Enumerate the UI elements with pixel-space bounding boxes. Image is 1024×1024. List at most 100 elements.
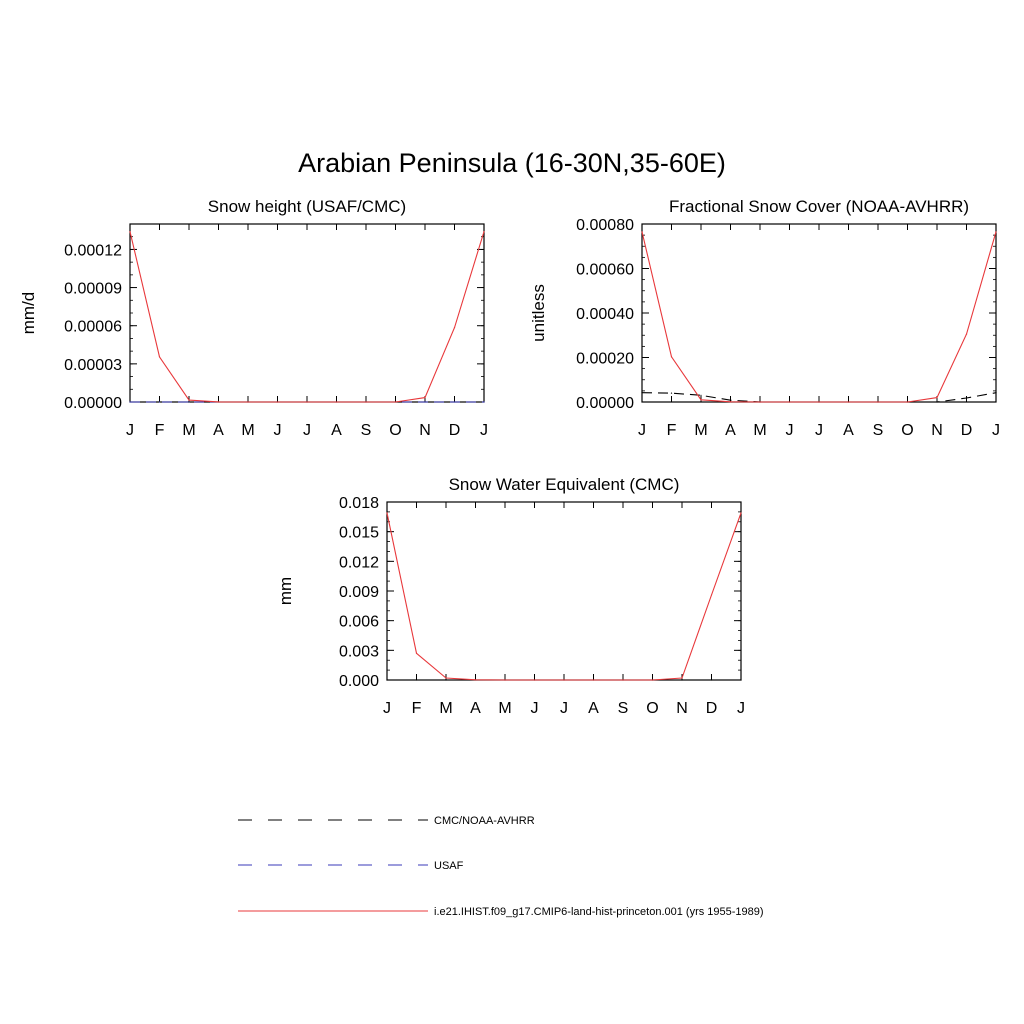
y-axis-label: mm/d	[19, 292, 38, 335]
x-tick-label: J	[480, 422, 488, 439]
data-point	[788, 401, 791, 403]
series-line-2	[129, 231, 485, 403]
x-tick-label: D	[961, 422, 973, 439]
y-tick-label: 0.00040	[576, 306, 634, 323]
x-tick-label: A	[843, 422, 854, 439]
x-tick-label: O	[901, 422, 913, 439]
data-point	[936, 396, 938, 399]
data-point	[995, 231, 997, 233]
data-point	[415, 679, 418, 681]
x-tick-label: J	[274, 422, 282, 439]
y-tick-label: 0.00012	[64, 242, 122, 259]
x-tick-label: M	[182, 422, 195, 439]
y-axis-label: mm	[276, 577, 295, 605]
data-point	[158, 401, 161, 403]
x-tick-label: O	[646, 700, 658, 717]
x-tick-label: F	[412, 700, 422, 717]
series-line-2	[386, 512, 742, 681]
data-point	[641, 231, 643, 233]
data-point	[386, 679, 388, 681]
y-tick-label: 0.00000	[576, 395, 634, 412]
x-tick-label: J	[815, 422, 823, 439]
data-point	[386, 512, 388, 514]
data-point	[965, 333, 968, 335]
y-tick-label: 0.015	[339, 525, 379, 542]
data-point	[424, 401, 426, 403]
data-point	[415, 652, 418, 654]
data-point	[710, 679, 713, 681]
data-point	[818, 401, 820, 403]
data-point	[906, 401, 909, 403]
y-axis-label: unitless	[529, 284, 548, 342]
data-point	[729, 399, 732, 401]
chart-panel-1: J F M A M J J A S O N D J0.000000.000030.000060.0000…	[19, 197, 488, 439]
x-tick-label: M	[694, 422, 707, 439]
data-point	[622, 679, 624, 681]
figure-title: Arabian Peninsula (16-30N,35-60E)	[298, 148, 726, 178]
x-tick-label: D	[706, 700, 718, 717]
plot-frame	[386, 501, 742, 681]
chart-panel-2: J F M A M J J A S O N D J0.000000.000200.000400.0006…	[529, 197, 1000, 439]
x-tick-label: N	[931, 422, 943, 439]
data-point	[453, 327, 456, 329]
x-tick-label: A	[213, 422, 224, 439]
data-point	[276, 401, 279, 403]
data-point	[129, 231, 131, 233]
data-point	[641, 392, 643, 394]
data-point	[424, 396, 426, 399]
data-point	[533, 679, 536, 681]
data-point	[710, 594, 713, 596]
data-point	[995, 392, 997, 394]
panel-title: Fractional Snow Cover (NOAA-AVHRR)	[669, 197, 969, 216]
x-tick-label: M	[439, 700, 452, 717]
x-tick-label: F	[667, 422, 677, 439]
legend-label: i.e21.IHIST.f09_g17.CMIP6-land-hist-prin…	[434, 906, 764, 918]
data-point	[700, 399, 702, 401]
data-point	[651, 679, 654, 681]
x-tick-label: J	[992, 422, 1000, 439]
data-point	[394, 401, 397, 403]
data-point	[936, 401, 938, 403]
x-tick-label: J	[531, 700, 539, 717]
data-point	[759, 401, 761, 403]
data-point	[365, 401, 367, 403]
data-point	[700, 394, 702, 396]
x-tick-label: J	[303, 422, 311, 439]
y-tick-label: 0.003	[339, 643, 379, 660]
data-point	[740, 512, 742, 514]
legend-label: CMC/NOAA-AVHRR	[434, 815, 535, 827]
data-point	[306, 401, 308, 403]
data-point	[158, 356, 161, 358]
data-point	[335, 401, 338, 403]
y-tick-label: 0.00060	[576, 262, 634, 279]
chart-panel-3: J F M A M J J A S O N D J0.0000.0030.0060.0090.0120.…	[276, 475, 745, 717]
x-tick-label: J	[560, 700, 568, 717]
data-point	[445, 677, 447, 679]
x-tick-label: M	[241, 422, 254, 439]
x-tick-label: S	[361, 422, 372, 439]
y-tick-label: 0.00080	[576, 217, 634, 234]
data-point	[483, 401, 485, 403]
x-tick-label: J	[737, 700, 745, 717]
y-tick-label: 0.012	[339, 554, 379, 571]
y-tick-label: 0.006	[339, 614, 379, 631]
x-tick-label: N	[419, 422, 431, 439]
data-point	[453, 401, 456, 403]
y-tick-label: 0.000	[339, 673, 379, 690]
data-point	[129, 401, 131, 403]
y-tick-label: 0.00006	[64, 319, 122, 336]
panel-title: Snow height (USAF/CMC)	[208, 197, 406, 216]
y-tick-label: 0.00003	[64, 357, 122, 374]
data-point	[474, 679, 477, 681]
data-point	[740, 679, 742, 681]
data-point	[965, 397, 968, 399]
data-point	[847, 401, 850, 403]
data-point	[670, 356, 673, 358]
x-tick-label: J	[126, 422, 134, 439]
data-point	[188, 399, 190, 401]
data-point	[877, 401, 879, 403]
x-tick-label: J	[786, 422, 794, 439]
y-tick-label: 0.009	[339, 584, 379, 601]
